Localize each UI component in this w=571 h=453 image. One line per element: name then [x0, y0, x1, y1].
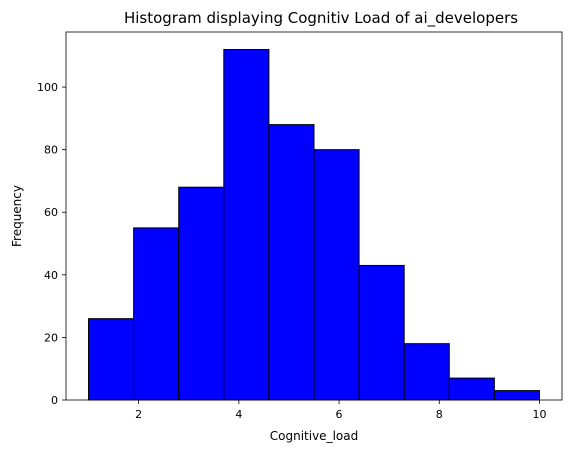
x-axis-label: Cognitive_load [270, 429, 358, 443]
y-tick-label: 80 [44, 144, 58, 157]
y-tick-label: 0 [51, 394, 58, 407]
x-tick-label: 4 [235, 408, 242, 421]
histogram-bar [133, 227, 180, 401]
histogram-bar [493, 390, 540, 401]
y-tick-label: 100 [37, 81, 58, 94]
histogram-bar [88, 318, 135, 401]
histogram-bar [268, 124, 315, 401]
y-axis-label: Frequency [10, 185, 24, 247]
x-tick-label: 8 [436, 408, 443, 421]
chart-title: Histogram displaying Cognitiv Load of ai… [124, 9, 518, 28]
histogram-bar [223, 49, 270, 401]
histogram-bar [448, 377, 495, 401]
x-tick-label: 10 [532, 408, 546, 421]
histogram-bar [178, 186, 225, 401]
y-tick-label: 40 [44, 269, 58, 282]
bars-layer [88, 49, 540, 401]
y-tick-label: 20 [44, 331, 58, 344]
plot-frame [65, 31, 563, 401]
histogram-bar [313, 149, 360, 401]
x-tick-label: 6 [336, 408, 343, 421]
x-tick-label: 2 [135, 408, 142, 421]
histogram-bar [358, 264, 405, 401]
histogram-bar [403, 343, 450, 401]
y-tick-label: 60 [44, 206, 58, 219]
